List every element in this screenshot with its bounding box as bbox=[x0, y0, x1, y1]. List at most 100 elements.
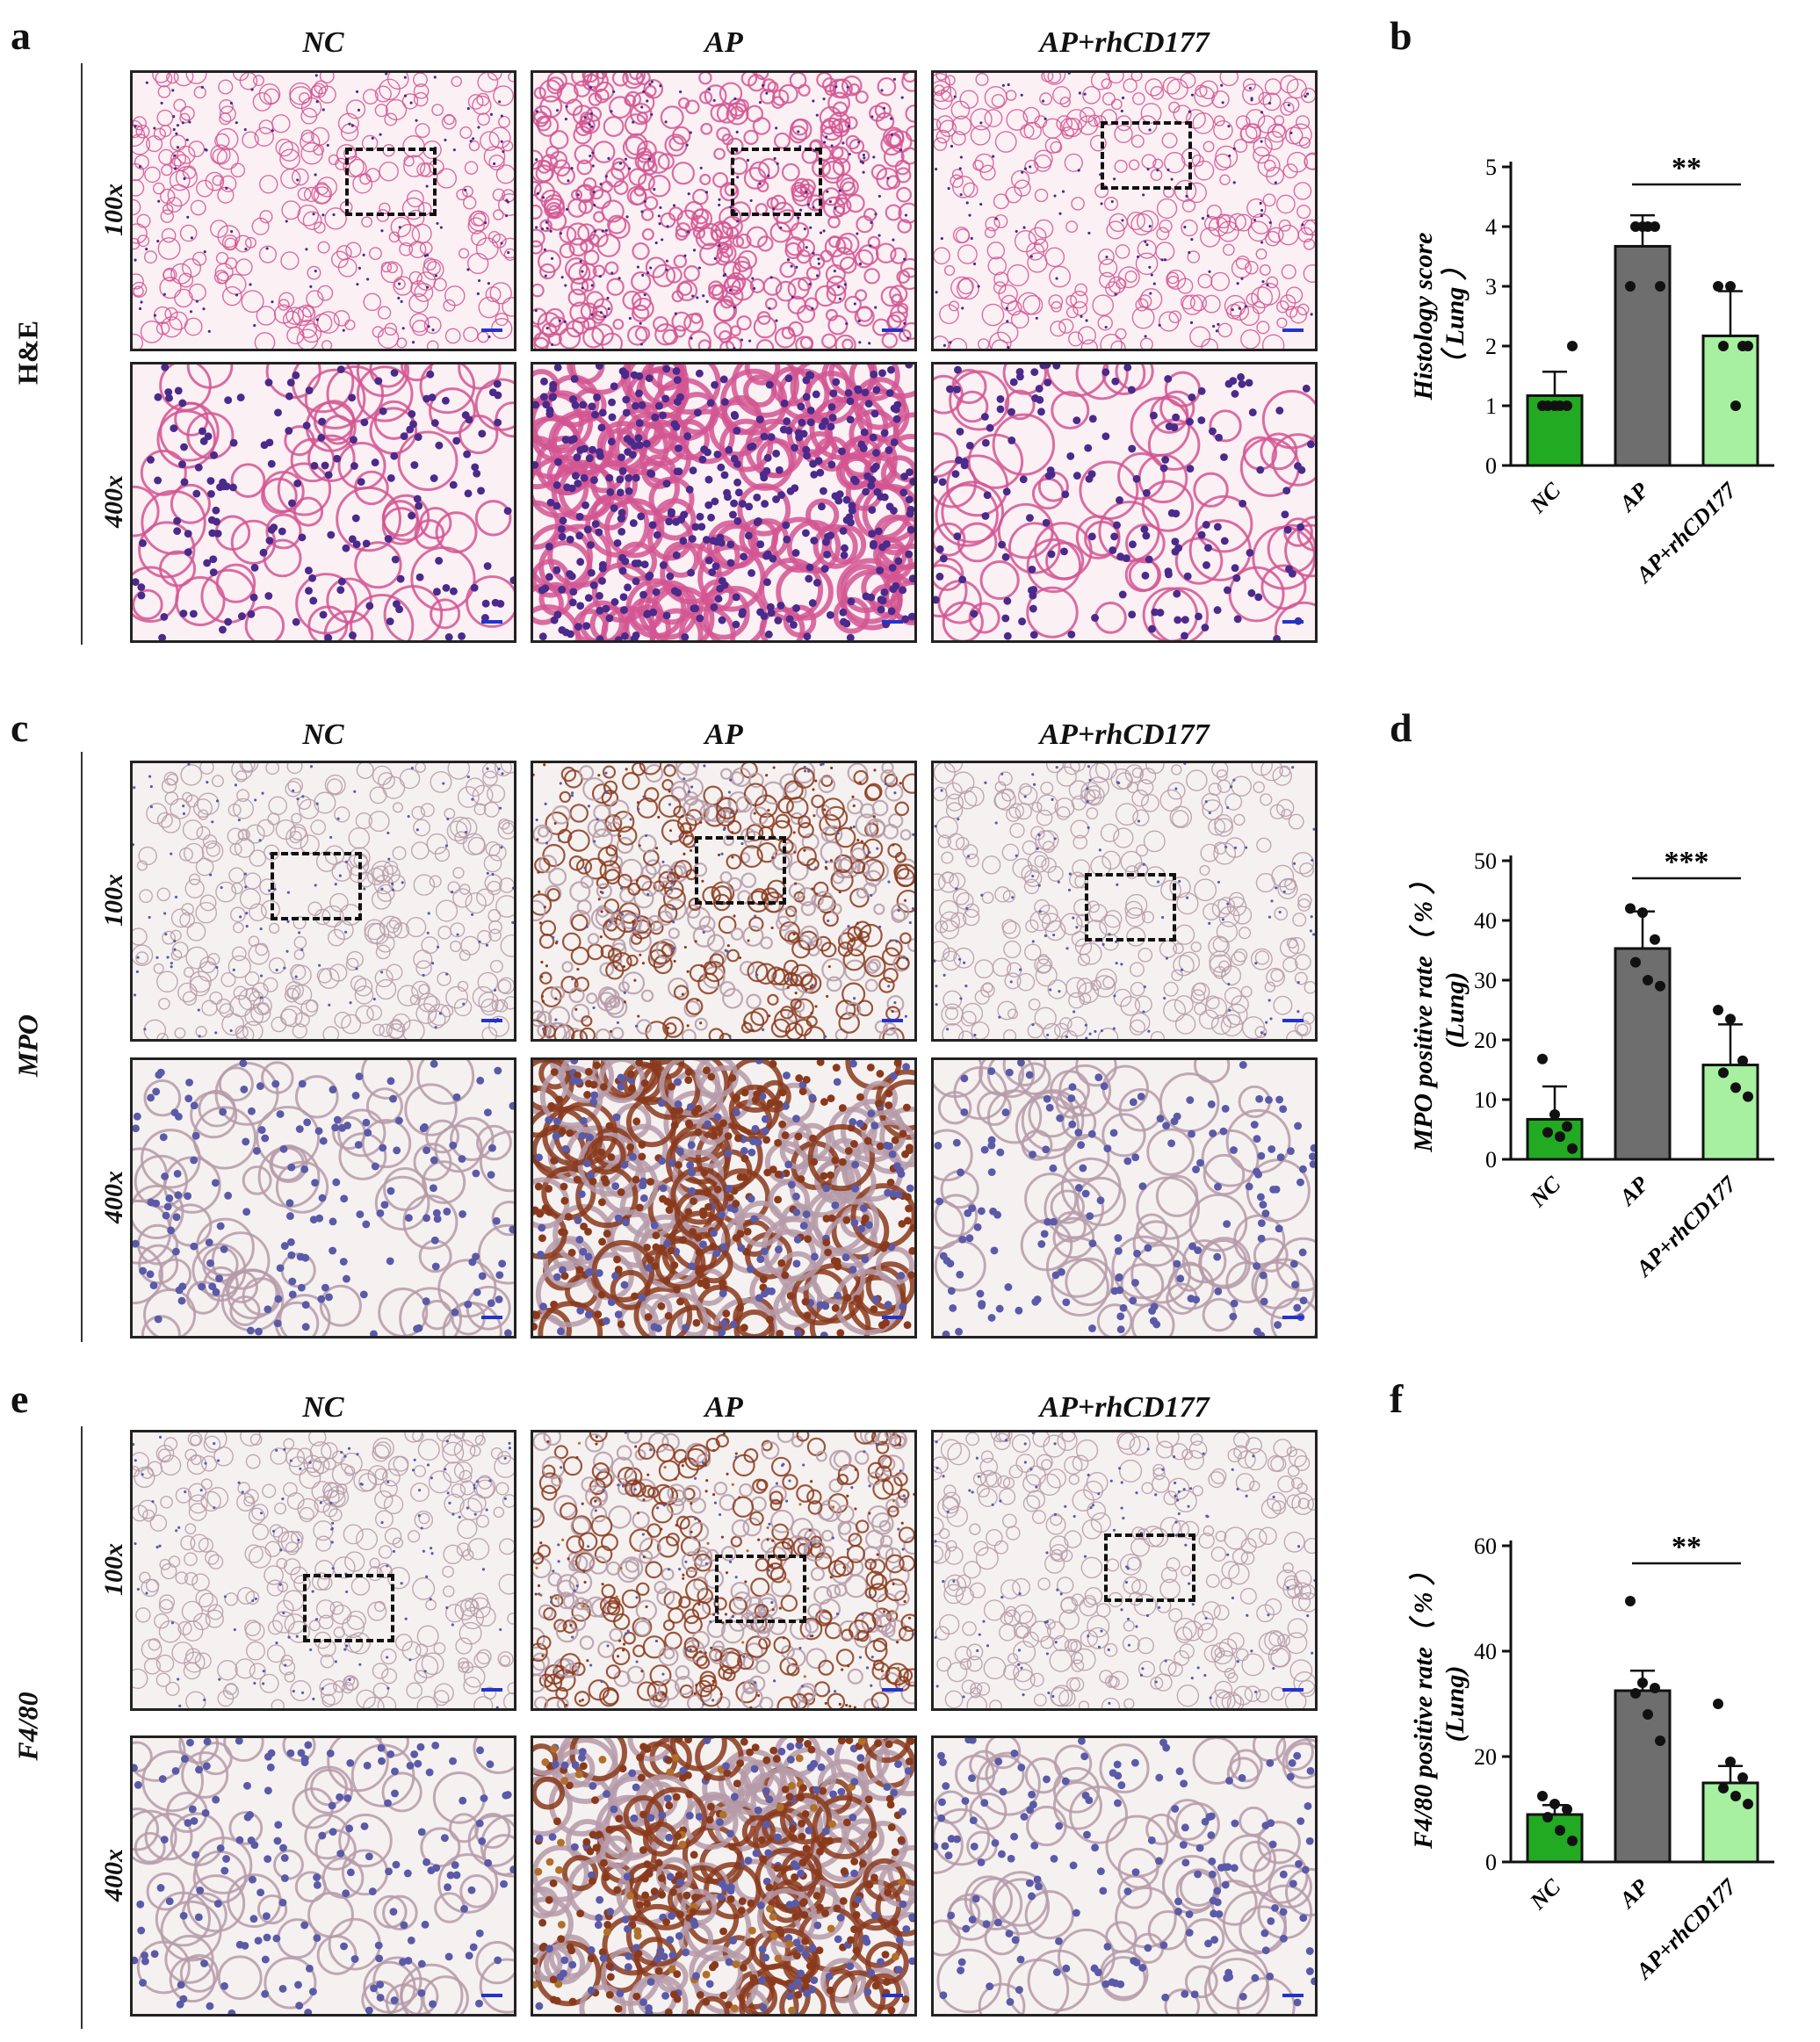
scale-bar bbox=[481, 1994, 502, 1997]
panel-letter-f: f bbox=[1390, 1375, 1403, 1422]
y-tick-label: 2 bbox=[1485, 334, 1497, 359]
micrograph-mpo-1-0 bbox=[130, 1057, 516, 1338]
data-point bbox=[1625, 281, 1636, 292]
data-point bbox=[1567, 1836, 1578, 1846]
scale-bar bbox=[481, 328, 502, 332]
scale-bar bbox=[882, 1994, 903, 1997]
y-tick-label: 1 bbox=[1485, 393, 1497, 419]
data-point bbox=[1643, 975, 1653, 985]
roi-box-mpo-1 bbox=[695, 836, 786, 905]
scale-bar bbox=[481, 620, 502, 624]
y-axis-label: MPO positive rate（ % ） bbox=[1408, 868, 1438, 1152]
data-point bbox=[1537, 1054, 1548, 1064]
y-axis-label: F4/80 positive rate（ % ） bbox=[1408, 1559, 1438, 1850]
y-tick-label: 60 bbox=[1474, 1533, 1497, 1559]
data-point bbox=[1743, 1799, 1753, 1809]
y-tick-label: 40 bbox=[1474, 908, 1497, 934]
scale-bar bbox=[481, 1316, 502, 1319]
y-tick-label: 30 bbox=[1474, 968, 1497, 993]
micrograph-f480-1-0 bbox=[130, 1735, 516, 2017]
data-point bbox=[1713, 1005, 1723, 1015]
group-title-f480-1: AP bbox=[535, 1391, 913, 1425]
data-point bbox=[1537, 1791, 1548, 1801]
y-tick-label: 3 bbox=[1485, 274, 1497, 299]
data-point bbox=[1730, 1082, 1741, 1093]
micrograph-he-0-0 bbox=[130, 70, 516, 351]
data-point bbox=[1625, 1596, 1636, 1606]
data-point bbox=[1718, 341, 1729, 351]
data-point bbox=[1643, 1709, 1653, 1720]
data-point bbox=[1650, 1683, 1660, 1693]
magnification-label-f480-1: 400x bbox=[99, 1787, 129, 1963]
y-tick-label: 20 bbox=[1474, 1028, 1497, 1053]
y-axis-label-sub: （ Lung ） bbox=[1440, 254, 1470, 379]
data-point bbox=[1713, 1699, 1723, 1709]
y-tick-label: 0 bbox=[1485, 1850, 1497, 1875]
stain-divider-line bbox=[81, 63, 83, 645]
significance-label: ** bbox=[1672, 152, 1701, 184]
stain-divider-line bbox=[81, 1426, 83, 2029]
data-point bbox=[1630, 1688, 1641, 1699]
y-tick-label: 20 bbox=[1474, 1744, 1497, 1770]
group-title-mpo-0: NC bbox=[134, 718, 512, 752]
bar-1 bbox=[1615, 949, 1670, 1159]
x-tick-label: NC bbox=[1524, 1171, 1565, 1212]
x-tick-label: AP bbox=[1614, 477, 1654, 517]
scale-bar bbox=[1282, 1019, 1304, 1022]
group-title-mpo-1: AP bbox=[535, 718, 913, 752]
x-tick-label: AP bbox=[1614, 1873, 1654, 1914]
micrograph-mpo-1-2 bbox=[931, 1057, 1318, 1338]
panel-letter-a: a bbox=[11, 12, 31, 59]
data-point bbox=[1630, 221, 1641, 232]
stain-divider-line bbox=[81, 752, 83, 1342]
bar-1 bbox=[1615, 1691, 1670, 1862]
data-point bbox=[1650, 934, 1660, 945]
data-point bbox=[1637, 907, 1648, 918]
stain-label-mpo: MPO bbox=[12, 958, 45, 1134]
micrograph-he-0-1 bbox=[531, 70, 917, 351]
y-tick-label: 10 bbox=[1474, 1087, 1497, 1113]
y-tick-label: 4 bbox=[1485, 214, 1497, 240]
group-title-he-0: NC bbox=[134, 26, 512, 60]
data-point bbox=[1542, 1812, 1553, 1822]
bar-2 bbox=[1703, 1065, 1758, 1159]
y-axis-label-sub: (Lung) bbox=[1441, 972, 1470, 1049]
group-title-f480-0: NC bbox=[134, 1391, 512, 1425]
data-point bbox=[1637, 1678, 1648, 1688]
magnification-label-he-1: 400x bbox=[99, 414, 129, 589]
y-tick-label: 50 bbox=[1474, 848, 1497, 874]
magnification-label-mpo-0: 100x bbox=[99, 812, 129, 988]
data-point bbox=[1725, 281, 1736, 292]
data-point bbox=[1542, 400, 1553, 411]
y-axis-label: Histology score bbox=[1409, 233, 1438, 401]
data-point bbox=[1713, 281, 1723, 292]
y-tick-label: 0 bbox=[1485, 1147, 1497, 1173]
stain-label-he: H&E bbox=[12, 265, 45, 441]
data-point bbox=[1725, 1757, 1736, 1767]
roi-box-f480-0 bbox=[303, 1574, 394, 1642]
data-point bbox=[1655, 1735, 1665, 1746]
data-point bbox=[1718, 1067, 1729, 1078]
data-point bbox=[1567, 341, 1578, 351]
scale-bar bbox=[1282, 328, 1304, 332]
data-point bbox=[1542, 1127, 1553, 1137]
data-point bbox=[1555, 400, 1565, 411]
micrograph-he-1-0 bbox=[130, 362, 516, 643]
panel-letter-e: e bbox=[11, 1375, 28, 1422]
y-tick-label: 5 bbox=[1485, 155, 1497, 180]
group-title-mpo-2: AP+rhCD177 bbox=[935, 718, 1313, 752]
data-point bbox=[1549, 1109, 1560, 1120]
data-point bbox=[1630, 957, 1641, 968]
roi-box-he-0 bbox=[345, 148, 437, 216]
group-title-he-2: AP+rhCD177 bbox=[935, 26, 1313, 60]
y-tick-label: 0 bbox=[1485, 453, 1497, 479]
data-point bbox=[1549, 1799, 1560, 1809]
micrograph-f480-1-1 bbox=[531, 1735, 917, 2017]
scale-bar bbox=[1282, 1994, 1304, 1997]
significance-label: ** bbox=[1672, 1531, 1701, 1563]
scale-bar bbox=[882, 1316, 903, 1319]
panel-letter-d: d bbox=[1390, 704, 1412, 751]
